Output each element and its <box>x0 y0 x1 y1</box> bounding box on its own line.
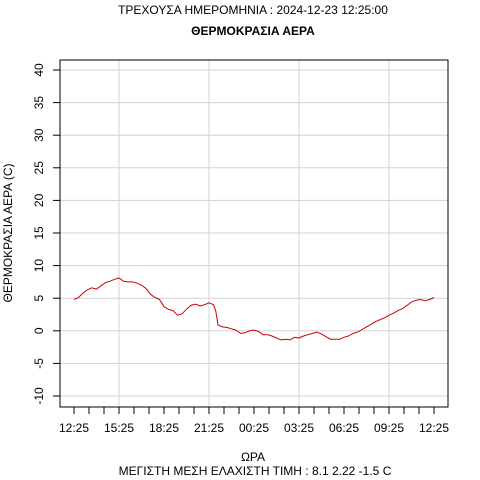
x-tick-label: 18:25 <box>149 421 179 435</box>
chart-title: ΘΕΡΜΟΚΡΑΣΙΑ ΑΕΡΑ <box>191 24 315 38</box>
x-axis-label: ΩΡΑ <box>241 450 265 464</box>
y-tick-label: 30 <box>32 128 46 142</box>
y-axis-label: ΘΕΡΜΟΚΡΑΣΙΑ ΑΕΡΑ (C) <box>1 163 15 302</box>
x-tick-label: 03:25 <box>284 421 314 435</box>
date-line: ΤΡΕΧΟΥΣΑ ΗΜΕΡΟΜΗΝΙΑ : 2024-12-23 12:25:0… <box>118 3 388 17</box>
y-tick-label: 20 <box>32 193 46 207</box>
y-tick-label: 25 <box>32 161 46 175</box>
x-tick-label: 00:25 <box>239 421 269 435</box>
y-tick-label: 5 <box>32 295 46 302</box>
y-tick-label: 15 <box>32 226 46 240</box>
y-tick-label: -10 <box>32 387 46 405</box>
temperature-series-line <box>73 277 435 341</box>
x-tick-label: 15:25 <box>104 421 134 435</box>
x-tick-label: 12:25 <box>419 421 449 435</box>
stats-line: ΜΕΓΙΣΤΗ ΜΕΣΗ ΕΛΑΧΙΣΤΗ ΤΙΜΗ : 8.1 2.22 -1… <box>119 464 392 478</box>
y-tick-label: 10 <box>32 259 46 273</box>
y-axis: -10 -5 0 5 10 15 20 25 30 35 40 <box>32 63 60 405</box>
y-tick-label: -5 <box>32 358 46 369</box>
x-tick-label: 09:25 <box>374 421 404 435</box>
y-tick-label: 40 <box>32 63 46 77</box>
series-group <box>73 277 435 341</box>
grid-lines <box>60 60 448 407</box>
x-tick-label: 21:25 <box>194 421 224 435</box>
y-tick-label: 35 <box>32 96 46 110</box>
x-tick-label: 06:25 <box>329 421 359 435</box>
x-tick-label: 12:25 <box>59 421 89 435</box>
x-axis: 12:25 15:25 18:25 21:25 00:25 03:25 06:25 09:25… <box>59 407 449 435</box>
y-tick-label: 0 <box>32 327 46 334</box>
